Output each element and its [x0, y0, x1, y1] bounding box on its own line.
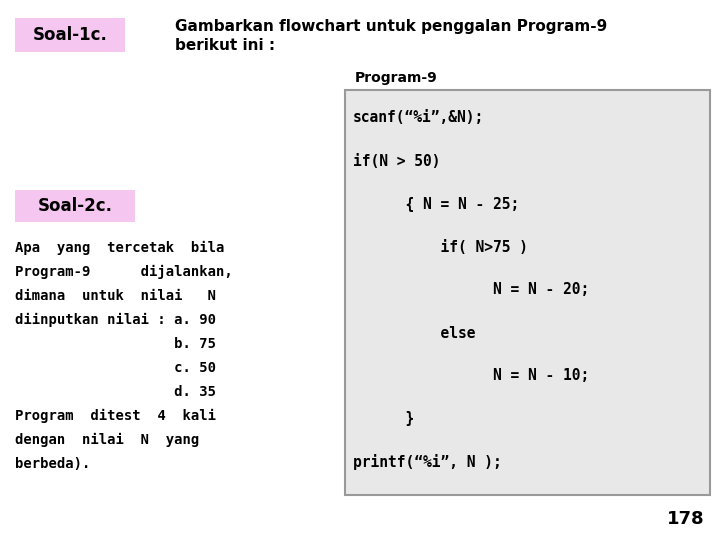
Text: dengan  nilai  N  yang: dengan nilai N yang	[15, 433, 199, 447]
Text: Gambarkan flowchart untuk penggalan Program-9: Gambarkan flowchart untuk penggalan Prog…	[175, 19, 607, 35]
Text: { N = N - 25;: { N = N - 25;	[353, 197, 519, 212]
Text: c. 50: c. 50	[15, 361, 216, 375]
Text: }: }	[353, 411, 414, 427]
Text: Program-9: Program-9	[355, 71, 438, 85]
FancyBboxPatch shape	[345, 90, 710, 495]
Text: if(N > 50): if(N > 50)	[353, 153, 441, 168]
Text: berbeda).: berbeda).	[15, 457, 91, 471]
Text: Apa  yang  tercetak  bila: Apa yang tercetak bila	[15, 241, 225, 255]
Text: 178: 178	[667, 510, 705, 528]
Text: berikut ini :: berikut ini :	[175, 38, 275, 53]
Text: scanf(“%i”,&N);: scanf(“%i”,&N);	[353, 111, 485, 125]
Text: d. 35: d. 35	[15, 385, 216, 399]
Text: dimana  untuk  nilai   N: dimana untuk nilai N	[15, 289, 216, 303]
Text: else: else	[353, 326, 475, 341]
Text: Program  ditest  4  kali: Program ditest 4 kali	[15, 409, 216, 423]
FancyBboxPatch shape	[15, 190, 135, 222]
Text: if( N>75 ): if( N>75 )	[353, 240, 528, 254]
Text: Soal-2c.: Soal-2c.	[37, 197, 112, 215]
Text: diinputkan nilai : a. 90: diinputkan nilai : a. 90	[15, 313, 216, 327]
Text: printf(“%i”, N );: printf(“%i”, N );	[353, 454, 502, 470]
Text: b. 75: b. 75	[15, 337, 216, 351]
Text: N = N - 20;: N = N - 20;	[353, 282, 589, 298]
FancyBboxPatch shape	[15, 18, 125, 52]
Text: Soal-1c.: Soal-1c.	[32, 26, 107, 44]
Text: N = N - 10;: N = N - 10;	[353, 368, 589, 383]
Text: Program-9      dijalankan,: Program-9 dijalankan,	[15, 265, 233, 279]
